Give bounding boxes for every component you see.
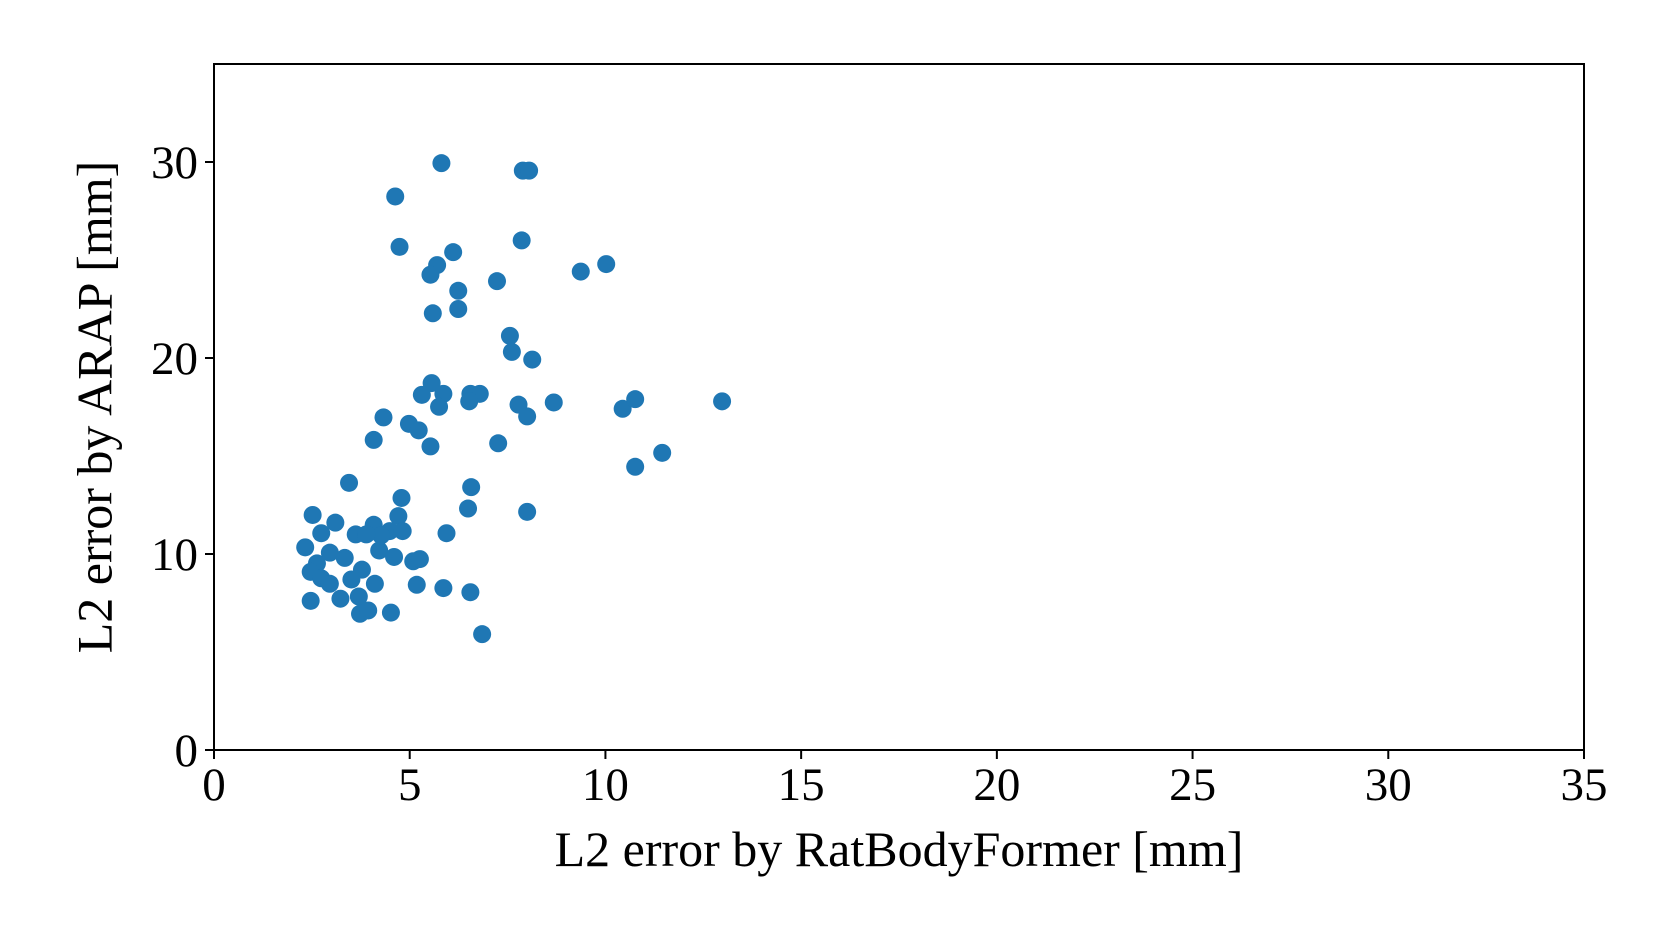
point [421, 265, 440, 284]
point [421, 437, 440, 456]
point [518, 407, 537, 426]
x-tick-label: 35 [1561, 759, 1608, 811]
point [432, 154, 451, 173]
point [449, 300, 468, 318]
point [320, 574, 339, 593]
point [459, 499, 478, 518]
y-tick-label: 10 [151, 529, 198, 581]
x-tick-label: 30 [1365, 759, 1412, 811]
point [409, 421, 428, 440]
x-tick-label: 15 [778, 759, 825, 811]
x-tick-label: 25 [1169, 759, 1216, 811]
point [462, 478, 481, 497]
point [386, 187, 405, 206]
point [381, 603, 400, 622]
x-tick-label: 20 [973, 759, 1020, 811]
point [407, 575, 426, 594]
point [571, 262, 590, 281]
point [392, 488, 411, 507]
point [449, 281, 468, 300]
point [320, 543, 339, 562]
point [412, 385, 431, 404]
point [613, 399, 632, 418]
point [489, 434, 508, 453]
x-axis-label: L2 error by RatBodyFormer [mm] [555, 821, 1244, 877]
point [385, 547, 404, 566]
point [544, 393, 563, 412]
point [370, 541, 389, 560]
point [626, 457, 645, 476]
point [393, 522, 412, 541]
point [390, 237, 409, 256]
point [331, 589, 350, 608]
point [520, 161, 539, 180]
y-tick-label: 30 [151, 137, 198, 189]
point [626, 390, 645, 409]
point [713, 392, 732, 411]
point [303, 505, 322, 524]
point [372, 526, 391, 545]
point [340, 473, 359, 492]
point [653, 443, 672, 462]
point [518, 502, 537, 521]
y-tick-label: 0 [175, 725, 199, 777]
point [437, 524, 456, 543]
point [460, 392, 479, 411]
point [359, 601, 378, 620]
point [301, 591, 320, 610]
point [410, 550, 429, 569]
y-tick-label: 20 [151, 333, 198, 385]
x-tick-label: 5 [398, 759, 422, 811]
point [597, 255, 616, 274]
x-tick-label: 0 [202, 759, 226, 811]
point [430, 397, 449, 416]
point [374, 408, 393, 427]
point [423, 304, 442, 323]
point [461, 583, 480, 602]
point [335, 548, 354, 567]
point [349, 587, 368, 606]
point [502, 342, 521, 361]
point [523, 350, 542, 369]
y-axis-label: L2 error by ARAP [mm] [66, 161, 122, 654]
x-tick-label: 10 [582, 759, 629, 811]
point [342, 570, 361, 589]
point [488, 272, 507, 291]
point [444, 243, 463, 262]
point [473, 625, 492, 644]
point [389, 507, 408, 526]
point [364, 430, 383, 449]
point [326, 513, 345, 532]
point [312, 524, 331, 543]
point [434, 579, 453, 598]
point [512, 231, 531, 250]
plot-frame [213, 63, 1585, 751]
point [357, 525, 376, 544]
point [365, 574, 384, 593]
point [296, 538, 315, 557]
point [500, 326, 519, 345]
